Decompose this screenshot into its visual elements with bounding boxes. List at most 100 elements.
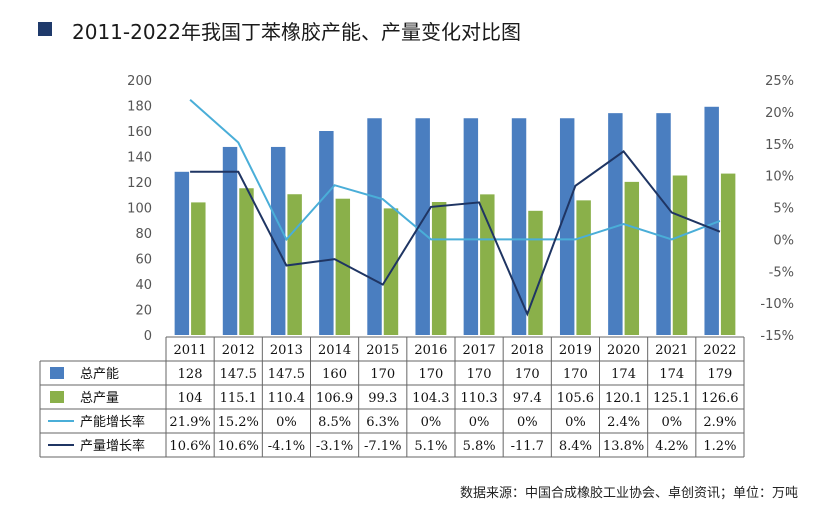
table-cell: 8.4%	[559, 439, 592, 454]
table-cell: 0%	[421, 415, 442, 430]
table-cell: 106.9	[316, 391, 353, 406]
left-axis-tick-label: 180	[127, 100, 152, 115]
output-legend-swatch	[50, 391, 64, 403]
capacity-growth-line	[189, 99, 721, 242]
table-cell: 170	[563, 367, 588, 382]
right-axis-tick-label: 10%	[765, 170, 794, 185]
year-label-2015: 2015	[366, 343, 399, 358]
left-axis-tick-label: 60	[135, 253, 152, 268]
table-cell: 105.6	[557, 391, 594, 406]
output-bar-2021	[672, 175, 688, 335]
table-cell: 110.3	[460, 391, 497, 406]
table-cell: 6.3%	[366, 415, 399, 430]
output-growth-line	[190, 150, 721, 317]
capacity-bar-2011	[174, 171, 190, 335]
year-label-2019: 2019	[559, 343, 592, 358]
capacity-bar-2020	[608, 113, 623, 336]
table-cell: 10.6%	[169, 439, 210, 454]
year-label-2018: 2018	[511, 343, 544, 358]
table-cell: 0%	[517, 415, 538, 430]
table-cell: 179	[708, 367, 733, 382]
right-axis-tick-label: 20%	[765, 106, 794, 121]
left-axis-tick-label: 140	[127, 151, 152, 166]
table-cell: 125.1	[653, 391, 690, 406]
capacity-bar-2017	[463, 118, 479, 335]
left-axis-tick-label: 160	[127, 125, 152, 140]
table-cell: 170	[370, 367, 395, 382]
output-bar-2012	[239, 188, 254, 335]
right-axis-tick-label: 15%	[765, 138, 794, 153]
year-label-2020: 2020	[607, 343, 640, 358]
table-cell: 0%	[565, 415, 586, 430]
year-label-2012: 2012	[222, 343, 255, 358]
table-cell: 120.1	[605, 391, 642, 406]
table-cell: 0%	[469, 415, 490, 430]
table-cell: 2.4%	[607, 415, 640, 430]
table-cell: 115.1	[220, 391, 257, 406]
table-cell: 15.2%	[218, 415, 259, 430]
table-cell: 0%	[661, 415, 682, 430]
right-axis-tick-label: 25%	[765, 74, 794, 89]
output-bar-2011	[191, 202, 206, 335]
right-axis-tick-label: -5%	[769, 265, 794, 280]
table-cell: -7.1%	[364, 439, 401, 454]
capacity-bar-2012	[222, 146, 238, 335]
table-cell: 170	[419, 367, 444, 382]
capacity-bar-2021	[656, 113, 671, 336]
table-cell: -4.1%	[268, 439, 305, 454]
table-cell: 104.3	[412, 391, 449, 406]
output-bar-2022	[720, 173, 736, 335]
right-axis-tick-label: -10%	[760, 297, 794, 312]
year-label-2013: 2013	[270, 343, 303, 358]
table-cell: 110.4	[268, 391, 305, 406]
table-cell: 147.5	[220, 367, 257, 382]
table-cell: -3.1%	[316, 439, 353, 454]
right-axis-tick-label: 0%	[773, 233, 794, 248]
table-cell: 8.5%	[318, 415, 351, 430]
output-bar-2017	[480, 194, 495, 335]
table-cell: 104	[178, 391, 203, 406]
table-cell: -11.7	[511, 439, 544, 454]
output-bar-2019	[576, 200, 591, 335]
left-axis-tick-label: 100	[127, 202, 152, 217]
table-cell: 128	[178, 367, 203, 382]
output-bar-2020	[624, 181, 640, 335]
capacity-bar-2015	[367, 118, 382, 335]
capacity-bar-2016	[415, 118, 430, 335]
table-cell: 126.6	[701, 391, 738, 406]
chart-title: 2011-2022年我国丁苯橡胶产能、产量变化对比图	[72, 20, 522, 44]
year-label-2021: 2021	[655, 343, 688, 358]
year-label-2022: 2022	[703, 343, 736, 358]
year-label-2014: 2014	[318, 343, 351, 358]
left-axis-tick-label: 80	[135, 227, 152, 242]
table-cell: 21.9%	[169, 415, 210, 430]
left-axis-tick-label: 120	[127, 176, 152, 191]
left-axis-tick-label: 20	[135, 304, 152, 319]
source-note: 数据来源：中国合成橡胶工业协会、卓创资讯；单位：万吨	[459, 486, 798, 501]
table-cell: 1.2%	[703, 439, 736, 454]
left-axis-tick-label: 200	[127, 74, 152, 89]
capacity-bar-2014	[319, 131, 334, 335]
table-cell: 170	[515, 367, 540, 382]
left-axis-tick-label: 40	[135, 278, 152, 293]
series-name-0: 总产能	[80, 367, 119, 382]
series-name-2: 产能增长率	[80, 414, 145, 430]
table-cell: 5.8%	[463, 439, 496, 454]
table-cell: 5.1%	[414, 439, 447, 454]
capacity-legend-swatch	[50, 367, 64, 379]
output-bar-2018	[528, 210, 543, 335]
table-cell: 2.9%	[703, 415, 736, 430]
output-bar-2016	[431, 202, 447, 335]
table-cell: 0%	[276, 415, 297, 430]
table-cell: 4.2%	[655, 439, 688, 454]
table-cell: 99.3	[368, 391, 397, 406]
year-label-2011: 2011	[174, 343, 207, 358]
left-axis-tick-label: 0	[144, 329, 152, 344]
capacity-bar-2019	[559, 118, 575, 335]
table-cell: 147.5	[268, 367, 305, 382]
table-cell: 10.6%	[218, 439, 259, 454]
right-axis-tick-label: -15%	[760, 329, 794, 344]
capacity-bar-2013	[270, 146, 286, 335]
table-cell: 13.8%	[603, 439, 644, 454]
